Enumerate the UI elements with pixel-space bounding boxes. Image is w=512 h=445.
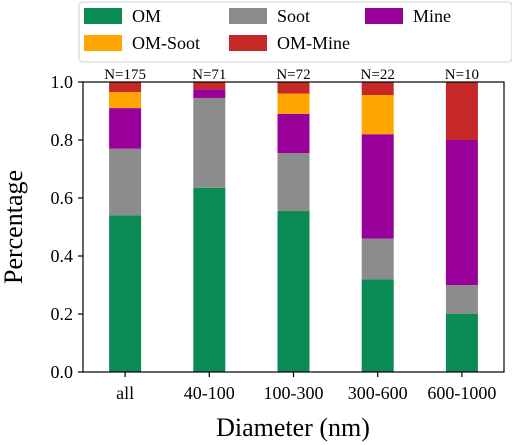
y-axis: 0.0 0.2 0.4 0.6 0.8 1.0 [51, 72, 83, 382]
legend-swatch-om-mine [229, 35, 267, 51]
x-tick-label: 600-1000 [427, 383, 496, 403]
bar-segment-om-0 [109, 215, 142, 372]
legend-swatch-soot [229, 8, 267, 24]
legend-swatch-mine [365, 8, 403, 24]
bar-segment-om-mine-2 [277, 82, 310, 94]
bar-segment-om-4 [445, 314, 478, 372]
legend: OM Soot Mine OM-Soot OM-Mine [78, 1, 512, 63]
y-tick-label: 0.0 [51, 362, 74, 382]
legend-swatch-om-soot [84, 35, 122, 51]
x-axis-label: Diameter (nm) [216, 413, 370, 442]
bar-segment-om-soot-3 [361, 95, 394, 135]
count-label: N=72 [276, 67, 310, 83]
legend-label-mine: Mine [413, 6, 451, 26]
x-tick-label: 300-600 [348, 383, 408, 403]
bar-segment-om-mine-3 [361, 82, 394, 96]
x-tick-label: 100-300 [264, 383, 324, 403]
x-tick-label: all [116, 383, 134, 403]
bar-segment-mine-3 [361, 134, 394, 239]
bar-segment-om-soot-0 [109, 92, 142, 109]
y-tick-label: 0.6 [51, 188, 74, 208]
count-label: N=175 [104, 67, 146, 83]
bar-segment-om-soot-2 [277, 93, 310, 114]
y-tick-label: 0.4 [51, 246, 74, 266]
legend-label-om-mine: OM-Mine [277, 33, 350, 53]
bar-segment-om-1 [193, 187, 226, 372]
bar-segment-mine-4 [445, 140, 478, 285]
bar-segment-om-3 [361, 279, 394, 372]
x-axis: all 40-100 100-300 300-600 600-1000 [116, 372, 496, 403]
count-label: N=10 [445, 67, 479, 83]
bar-segment-mine-0 [109, 108, 142, 149]
bar-segment-mine-2 [277, 113, 310, 154]
bar-segment-soot-0 [109, 148, 142, 216]
bar-segment-om-2 [277, 211, 310, 372]
count-label: N=22 [361, 67, 395, 83]
legend-label-soot: Soot [277, 6, 310, 26]
bar-segment-om-mine-1 [193, 82, 226, 90]
bar-segment-soot-2 [277, 153, 310, 212]
bar-segment-om-mine-4 [445, 82, 478, 140]
bar-segment-soot-3 [361, 238, 394, 280]
bars-layer [109, 82, 478, 372]
y-tick-label: 0.8 [51, 130, 74, 150]
bar-segment-mine-1 [193, 89, 226, 98]
legend-swatch-om [84, 8, 122, 24]
bar-segment-soot-1 [193, 97, 226, 188]
count-labels: N=175 N=71 N=72 N=22 N=10 [104, 67, 479, 83]
legend-frame [78, 1, 512, 63]
count-label: N=71 [192, 67, 226, 83]
bar-segment-soot-4 [445, 285, 478, 314]
legend-label-om: OM [132, 6, 161, 26]
x-tick-label: 40-100 [184, 383, 235, 403]
y-tick-label: 0.2 [51, 304, 74, 324]
legend-label-om-soot: OM-Soot [132, 33, 200, 53]
y-tick-label: 1.0 [51, 72, 74, 92]
bar-segment-om-mine-0 [109, 82, 142, 93]
y-axis-label: Percentage [0, 170, 28, 284]
